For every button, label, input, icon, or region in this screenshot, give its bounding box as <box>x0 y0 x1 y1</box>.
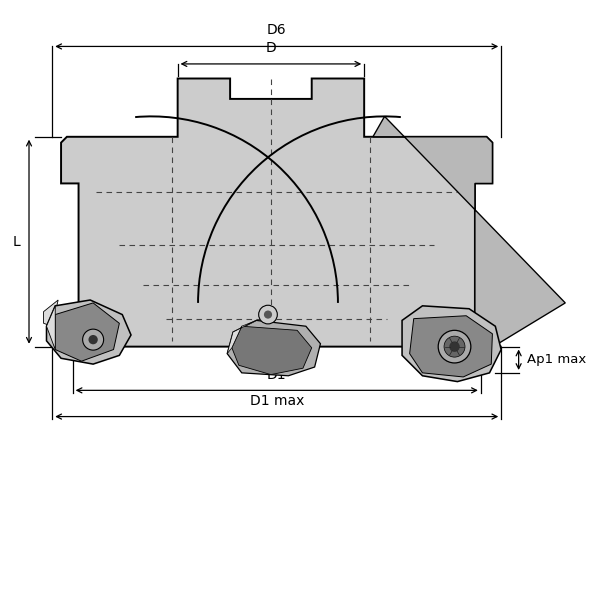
Polygon shape <box>373 116 565 352</box>
Circle shape <box>88 335 98 344</box>
Polygon shape <box>46 300 131 364</box>
Polygon shape <box>52 79 501 347</box>
Circle shape <box>438 331 471 363</box>
Circle shape <box>449 341 460 352</box>
Polygon shape <box>410 316 493 377</box>
Circle shape <box>444 336 465 357</box>
Polygon shape <box>227 320 320 376</box>
Circle shape <box>264 310 272 319</box>
Circle shape <box>259 305 277 324</box>
Circle shape <box>83 329 104 350</box>
Polygon shape <box>232 326 312 374</box>
Polygon shape <box>227 320 256 353</box>
Text: D1 max: D1 max <box>250 394 304 408</box>
Text: D1: D1 <box>267 368 287 382</box>
Polygon shape <box>46 306 55 350</box>
Text: D6: D6 <box>267 23 287 37</box>
Text: Ap1 max: Ap1 max <box>527 353 587 366</box>
Text: D: D <box>266 41 276 55</box>
Polygon shape <box>402 306 501 382</box>
Text: L: L <box>13 235 20 249</box>
Polygon shape <box>55 303 119 361</box>
Polygon shape <box>44 300 58 326</box>
